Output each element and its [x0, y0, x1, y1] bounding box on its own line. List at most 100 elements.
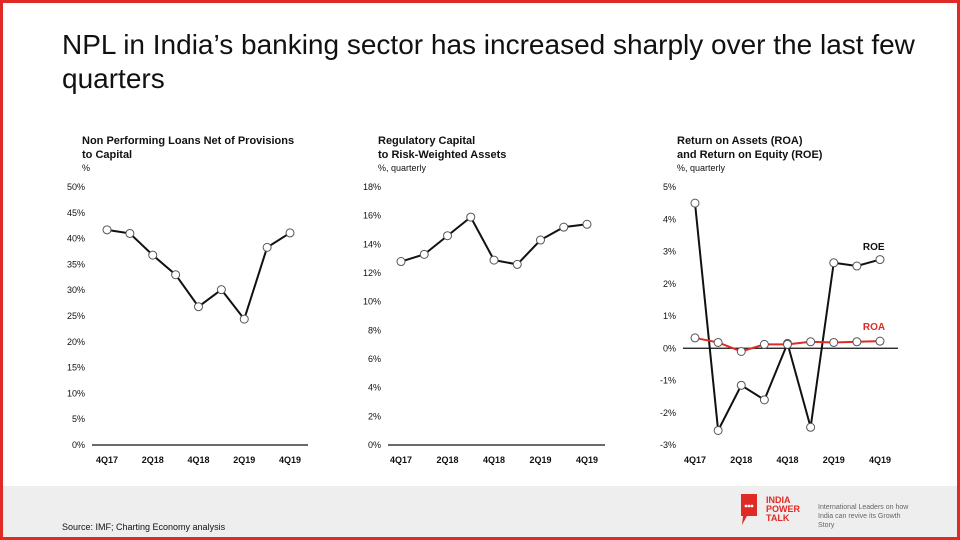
chart2-unit: %, quarterly: [378, 163, 427, 173]
chart3-unit: %, quarterly: [677, 163, 726, 173]
chart3-roa-point: [759, 339, 769, 349]
chart3-y-tick-label: 5%: [663, 182, 676, 192]
chart1-title: Non Performing Loans Net of Provisions t…: [82, 134, 294, 162]
chart1-y-tick-label: 0%: [72, 440, 85, 450]
chart2-y-tick-label: 16%: [363, 211, 381, 221]
chart1-series-point: [262, 242, 272, 252]
chart2-series-point: [582, 219, 592, 229]
logo-line-2: POWER: [766, 504, 801, 514]
chart3-x-tick-label: 2Q18: [730, 455, 752, 465]
chart2-y-tick-label: 8%: [368, 325, 381, 335]
chart3-roa-point: [783, 339, 792, 349]
chart3-y-tick-label: 2%: [663, 279, 676, 289]
chart3-x-tick-label: 4Q17: [684, 455, 706, 465]
chart1-unit: %: [82, 163, 91, 173]
chart2-y-tick-label: 12%: [363, 268, 381, 278]
chart3-roa-point: [875, 336, 885, 346]
chart3-roe-legend-label: ROE: [863, 242, 885, 253]
india-power-talk-logo-icon: [741, 494, 757, 525]
chart3-roe-line: [694, 203, 881, 434]
chart3-y-tick-label: 0%: [663, 343, 676, 353]
chart2-y-tick-label: 10%: [363, 297, 381, 307]
chart3-roe-point: [713, 425, 723, 435]
chart3-x-tick-label: 4Q18: [776, 455, 798, 465]
chart3-roa-point: [852, 337, 862, 347]
chart3-roe-point: [690, 198, 700, 208]
chart2-series-point: [466, 212, 476, 222]
chart2-series-point: [559, 222, 569, 232]
chart2-x-tick-label: 2Q18: [436, 455, 458, 465]
chart1-title-line1: Non Performing Loans Net of Provisions: [82, 135, 295, 147]
chart2-series-point: [489, 255, 499, 265]
chart1-x-tick-label: 2Q19: [233, 455, 255, 465]
chart2-y-tick-label: 14%: [363, 239, 381, 249]
chart3-y-tick-label: -1%: [660, 376, 676, 386]
logo-wordmark: INDIA POWER TALK: [766, 496, 800, 523]
chart2-y-tick-label: 0%: [368, 440, 381, 450]
chart2-title-line1: Regulatory Capital: [378, 135, 476, 147]
chart2-x-tick-label: 4Q19: [576, 455, 598, 465]
chart1-title-line2: to Capital: [82, 149, 133, 161]
chart3-roe-point: [852, 261, 862, 271]
chart1-y-tick-label: 35%: [67, 259, 85, 269]
chart1-series-point: [102, 225, 112, 235]
chart2-series-point: [419, 249, 429, 259]
chart2-x-tick-label: 4Q18: [483, 455, 505, 465]
chart3-roe-point: [875, 255, 885, 265]
chart2-x-tick-label: 2Q19: [529, 455, 551, 465]
chart3-roa-point: [713, 337, 723, 347]
chart3-title: Return on Assets (ROA) and Return on Equ…: [677, 134, 822, 162]
slide-title: NPL in India’s banking sector has increa…: [62, 29, 915, 94]
chart3-title-line2: and Return on Equity (ROE): [677, 149, 823, 161]
logo-line-1: INDIA: [766, 495, 791, 505]
chart1-series-point: [216, 285, 226, 295]
chart1-y-tick-label: 30%: [67, 285, 85, 295]
chart3-roa-point: [690, 333, 700, 343]
chart3-y-tick-label: 3%: [663, 247, 676, 257]
chart1-y-tick-label: 40%: [67, 234, 85, 244]
chart1-series-point: [285, 228, 295, 238]
chart2-series-point: [396, 257, 406, 267]
chart2-title: Regulatory Capital to Risk-Weighted Asse…: [378, 134, 506, 162]
logo-tagline: International Leaders on how India can r…: [818, 504, 909, 529]
chart3-roe-point: [736, 380, 746, 390]
chart1-y-tick-label: 10%: [67, 388, 85, 398]
chart2-y-tick-label: 2%: [368, 411, 381, 421]
chart1-series-point: [148, 250, 158, 260]
chart1-x-tick-label: 4Q19: [279, 455, 301, 465]
chart2-series-point: [512, 259, 522, 269]
chart1-y-tick-label: 20%: [67, 337, 85, 347]
chart3-x-tick-label: 4Q19: [869, 455, 891, 465]
chart3-y-tick-label: 4%: [663, 214, 676, 224]
chart1-series-point: [171, 270, 181, 280]
source-note: Source: IMF; Charting Economy analysis: [62, 522, 226, 532]
chart3-y-tick-label: 1%: [663, 311, 676, 321]
chart3-title-line1: Return on Assets (ROA): [677, 135, 803, 147]
chart1-y-tick-label: 15%: [67, 363, 85, 373]
chart3-roa-point: [806, 337, 816, 347]
footer-bar: [3, 486, 957, 537]
chart3-roa-legend-label: ROA: [863, 322, 885, 333]
chart2-x-tick-label: 4Q17: [390, 455, 412, 465]
chart1-y-tick-label: 50%: [67, 182, 85, 192]
logo-line-3: TALK: [766, 513, 790, 523]
chart1-series-point: [194, 302, 203, 312]
chart2-y-tick-label: 4%: [368, 383, 381, 393]
chart1-x-tick-label: 4Q17: [96, 455, 118, 465]
chart3-roa-point: [736, 346, 746, 356]
chart3-roa-point: [829, 337, 839, 347]
chart3-roe-point: [806, 422, 816, 432]
chart3-y-tick-label: -3%: [660, 440, 676, 450]
chart1-x-tick-label: 4Q18: [187, 455, 209, 465]
chart3-x-tick-label: 2Q19: [823, 455, 845, 465]
chart1-series-point: [239, 314, 249, 324]
chart3-y-tick-label: -2%: [660, 408, 676, 418]
chart1-y-tick-label: 45%: [67, 208, 85, 218]
chart2-series-point: [536, 235, 545, 245]
chart1-y-tick-label: 5%: [72, 414, 85, 424]
chart2-series-point: [443, 231, 452, 241]
chart2-y-tick-label: 18%: [363, 182, 381, 192]
chart1-x-tick-label: 2Q18: [142, 455, 164, 465]
chart2-y-tick-label: 6%: [368, 354, 381, 364]
